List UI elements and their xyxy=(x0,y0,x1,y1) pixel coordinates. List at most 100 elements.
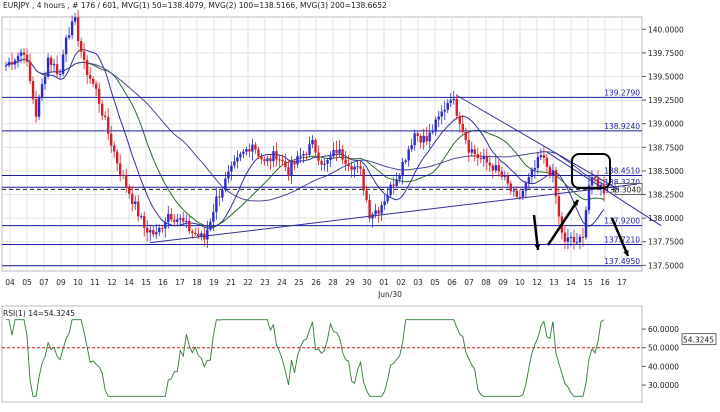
x-tick-label: 03 xyxy=(413,278,423,287)
candle-body xyxy=(413,133,416,146)
candle-body xyxy=(22,52,26,55)
candle-body xyxy=(485,156,489,163)
rsi-panel-frame xyxy=(1,305,643,403)
candle-body xyxy=(106,117,110,134)
candle-body xyxy=(149,230,152,233)
candle-body xyxy=(464,131,467,141)
rsi-y-tick-label: 60.0000 xyxy=(648,325,679,334)
candle-body xyxy=(362,168,365,191)
header-mvg3: MVG(3) 200=138.6652 xyxy=(300,1,387,10)
moving-averages xyxy=(5,48,605,229)
candle-body xyxy=(197,233,200,237)
candle-body xyxy=(584,210,588,238)
candle-body xyxy=(551,170,555,176)
y-tick-label: 138.5000 xyxy=(648,167,684,176)
candle-body xyxy=(67,35,71,38)
candle-body xyxy=(88,75,92,79)
candle-body xyxy=(170,213,173,220)
candle-body xyxy=(482,156,485,160)
x-tick-label: 05 xyxy=(22,278,32,287)
candle-body xyxy=(314,139,317,153)
candle-body xyxy=(443,109,446,112)
candle-body xyxy=(43,76,47,85)
candle-body xyxy=(167,213,170,222)
candle-body xyxy=(503,175,507,177)
candle-body xyxy=(281,159,284,162)
x-tick-label: 16 xyxy=(158,278,168,287)
candle-body xyxy=(236,157,239,162)
candle-body xyxy=(260,156,263,160)
candle-body xyxy=(7,61,11,66)
candle-body xyxy=(545,157,549,167)
y-tick-label: 139.2500 xyxy=(648,96,684,105)
candle-body xyxy=(398,175,401,180)
candle-body xyxy=(386,195,389,202)
rsi-y-tick-label: 40.0000 xyxy=(648,362,679,371)
candle-body xyxy=(461,123,464,132)
candle-body xyxy=(305,154,308,156)
candle-body xyxy=(554,170,558,197)
y-tick-label: 138.7500 xyxy=(648,143,684,152)
x-tick-label: 01 xyxy=(379,278,389,287)
candle-body xyxy=(395,179,398,186)
x-tick-label: 05 xyxy=(430,278,440,287)
candle-body xyxy=(25,54,29,62)
candle-body xyxy=(473,149,476,155)
candle-body xyxy=(61,54,65,74)
candle-body xyxy=(335,149,338,154)
x-tick-label: 19 xyxy=(209,278,219,287)
header-position: # 176 / 601 xyxy=(72,1,117,10)
candle-body xyxy=(118,163,122,175)
x-tick-label: 22 xyxy=(243,278,253,287)
candle-body xyxy=(46,57,50,77)
rsi-line xyxy=(6,319,605,397)
candle-body xyxy=(368,199,371,219)
candle-body xyxy=(224,178,227,191)
candle-body xyxy=(377,210,380,214)
header-mvg1: MVG(1) 50=138.4079 xyxy=(122,1,204,10)
x-tick-label: 14 xyxy=(566,278,576,287)
candle-body xyxy=(251,144,254,152)
candle-body xyxy=(134,201,137,205)
x-tick-label: 11 xyxy=(90,278,100,287)
candle-body xyxy=(275,151,278,160)
x-tick-label: 08 xyxy=(481,278,491,287)
candle-body xyxy=(91,78,95,84)
candle-body xyxy=(518,196,522,198)
candle-body xyxy=(569,236,573,238)
candle-body xyxy=(455,98,458,116)
candle-body xyxy=(476,154,479,158)
candle-body xyxy=(389,184,392,196)
candle-body xyxy=(49,57,53,65)
candle-body xyxy=(458,115,461,124)
candle-body xyxy=(164,221,167,229)
x-tick-label: 21 xyxy=(226,278,236,287)
candle-body xyxy=(326,159,329,164)
candle-body xyxy=(158,227,161,233)
candle-body xyxy=(19,52,23,56)
candle-body xyxy=(407,149,410,161)
down-arrow-annotation xyxy=(532,214,540,251)
candle-body xyxy=(536,157,540,169)
candle-body xyxy=(64,37,68,55)
candle-body xyxy=(257,149,260,157)
candle-body xyxy=(128,186,131,194)
candle-body xyxy=(140,216,143,218)
rsi-value-box xyxy=(681,333,717,346)
projection-arrow-annotation xyxy=(610,217,630,257)
candle-body xyxy=(320,160,323,165)
candle-body xyxy=(37,96,41,117)
rsi-y-tick-label: 50.0000 xyxy=(648,344,679,353)
x-tick-label: 23 xyxy=(260,278,270,287)
candle-body xyxy=(34,99,38,117)
candle-body xyxy=(299,155,302,157)
price-level-label: 138.3270 xyxy=(604,178,640,187)
x-tick-label: 10 xyxy=(515,278,525,287)
candle-body xyxy=(311,139,314,145)
x-tick-label: 02 xyxy=(396,278,406,287)
candle-body xyxy=(440,111,443,117)
candle-body xyxy=(563,232,567,242)
candle-body xyxy=(530,169,534,178)
candle-body xyxy=(85,59,89,76)
x-tick-label: 26 xyxy=(311,278,321,287)
